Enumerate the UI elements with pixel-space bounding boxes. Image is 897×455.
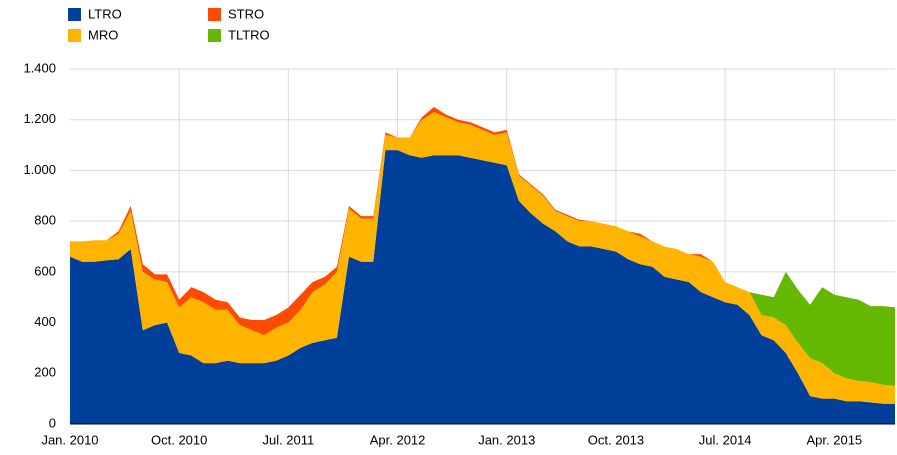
legend-swatch (68, 8, 81, 21)
legend-label: MRO (88, 27, 118, 42)
y-tick-label: 400 (34, 314, 56, 329)
x-tick-label: Oct. 2013 (588, 432, 644, 447)
legend-label: TLTRO (228, 27, 270, 42)
y-tick-label: 1.400 (23, 60, 56, 75)
x-tick-label: Apr. 2015 (807, 432, 863, 447)
legend-swatch (208, 29, 221, 42)
legend-swatch (208, 8, 221, 21)
x-tick-label: Jul. 2014 (699, 432, 752, 447)
x-tick-label: Apr. 2012 (370, 432, 426, 447)
area (70, 107, 895, 386)
area (70, 112, 895, 404)
x-tick-label: Jul. 2011 (262, 432, 314, 447)
y-tick-label: 1.200 (23, 111, 56, 126)
y-tick-label: 0 (49, 415, 56, 430)
legend-label: LTRO (88, 6, 122, 21)
y-tick-label: 600 (34, 263, 56, 278)
x-tick-label: Jan. 2013 (478, 432, 535, 447)
y-tick-label: 800 (34, 213, 56, 228)
x-tick-label: Oct. 2010 (151, 432, 207, 447)
legend-swatch (68, 29, 81, 42)
area (70, 107, 895, 386)
area (70, 150, 895, 424)
legend-label: STRO (228, 6, 264, 21)
x-tick-label: Jan. 2010 (41, 432, 98, 447)
y-tick-label: 1.000 (23, 162, 56, 177)
y-tick-label: 200 (34, 365, 56, 380)
